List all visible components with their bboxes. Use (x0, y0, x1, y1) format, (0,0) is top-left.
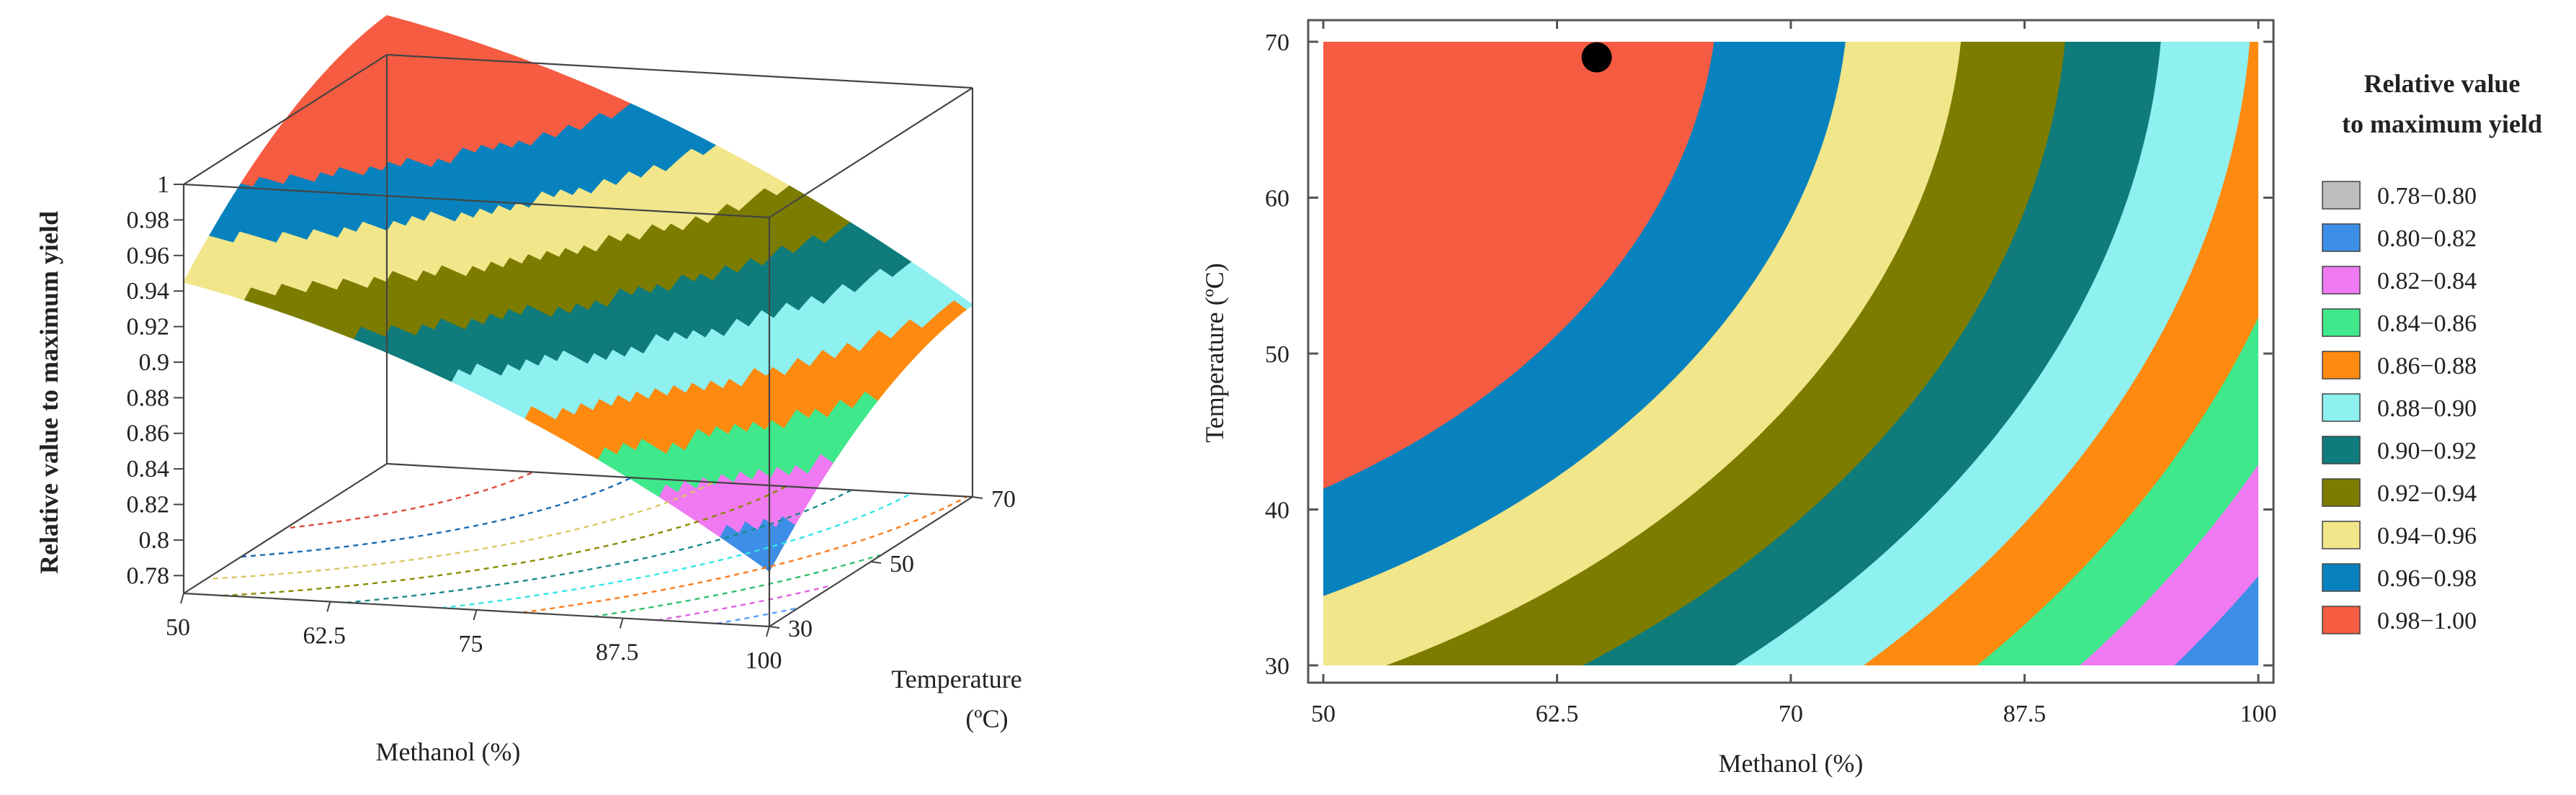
surface-box-edge (386, 462, 973, 498)
surface-z-tick-label: 0.9 (139, 349, 170, 376)
surface-floor-contours (213, 471, 968, 625)
legend-label: 0.90−0.92 (2377, 438, 2477, 464)
floor-contour-line (241, 477, 632, 558)
legend-swatch (2322, 563, 2361, 592)
floor-contour-line (223, 485, 787, 597)
surface-z-axis-label: Relative value to maximum yield (35, 211, 63, 574)
surface-bands (183, 15, 974, 572)
surface-x-axis-label: Methanol (%) (376, 737, 521, 766)
surface-y-axis-label-line1: Temperature (891, 665, 1021, 693)
surface-x-tick (473, 609, 478, 621)
surface-box-edge (769, 87, 973, 218)
surface-y-tick-label: 30 (788, 616, 813, 642)
surface-z-tick-label: 0.88 (127, 385, 170, 411)
surface-y-tick (972, 496, 983, 499)
contour-y-tick-label: 30 (1265, 653, 1289, 680)
legend: 0.78−0.80 0.80−0.82 0.82−0.84 0.84−0.86 0.86… (2322, 181, 2477, 634)
floor-contour-line (716, 607, 798, 625)
contour-band-10 (1323, 42, 1714, 489)
contour-x-tick-label: 70 (1779, 701, 1803, 727)
contour-y-tick-label: 70 (1265, 30, 1289, 56)
surface-box-edge (183, 54, 388, 185)
floor-contour-line (346, 489, 852, 603)
surface-x-tick (766, 626, 770, 637)
floor-contour-line (213, 481, 715, 580)
surface-z-tick-label: 0.84 (127, 456, 170, 482)
legend-swatch (2322, 308, 2361, 337)
contour-y-tick-label: 60 (1265, 186, 1289, 212)
floor-contour-line (290, 471, 534, 529)
legend-swatch (2322, 521, 2361, 549)
legend-swatch (2322, 606, 2361, 634)
surface-y-tick-label: 50 (890, 551, 914, 578)
legend-label: 0.92−0.94 (2377, 480, 2477, 507)
floor-contour-line (441, 493, 912, 609)
legend-swatch (2322, 223, 2361, 252)
legend-swatch (2322, 478, 2361, 507)
contour-y-axis-label: Temperature (ºC) (1200, 263, 1229, 443)
contour-ticks: 50 62.5 70 87.5 100 30 40 50 60 70 (1265, 20, 2277, 727)
optimum-point-marker (1581, 42, 1612, 73)
surface-box-edge (183, 463, 388, 594)
surface-x-tick (619, 618, 624, 629)
surface-z-tick-label: 1 (157, 171, 169, 198)
contour-x-tick-label: 87.5 (2003, 701, 2047, 727)
floor-contour-line (522, 495, 968, 614)
surface-box-edge (183, 183, 770, 219)
surface-x-tick-label: 100 (746, 647, 782, 674)
floor-contour-line (657, 584, 833, 621)
legend-label: 0.96−0.98 (2377, 565, 2477, 592)
legend-label: 0.98−1.00 (2377, 608, 2477, 634)
surface-x-tick-label: 75 (459, 631, 483, 657)
contour-y-tick-label: 50 (1265, 341, 1289, 368)
surface-x-tick (326, 601, 331, 612)
legend-label: 0.82−0.84 (2377, 268, 2477, 295)
surface-y-tick (870, 561, 882, 564)
legend-swatch (2322, 351, 2361, 379)
legend-label: 0.86−0.88 (2377, 353, 2477, 379)
surface-x-tick-label: 87.5 (596, 639, 639, 666)
surface-z-tick-label: 0.86 (127, 421, 170, 447)
contour-bands (1323, 42, 2258, 665)
surface-z-tick-label: 0.96 (127, 243, 170, 269)
contour-x-tick-label: 62.5 (1536, 701, 1579, 727)
surface-z-tick-label: 0.92 (127, 314, 170, 341)
legend-label: 0.84−0.86 (2377, 310, 2477, 337)
surface-z-tick-label: 0.94 (127, 278, 170, 305)
surface-box-edge (386, 53, 973, 89)
surface-y-tick (769, 626, 780, 629)
contour-x-axis-label: Methanol (%) (1719, 749, 1864, 778)
legend-label: 0.88−0.90 (2377, 395, 2477, 422)
surface-z-tick-label: 0.82 (127, 492, 170, 518)
surface-x-tick (180, 593, 184, 604)
legend-label: 0.80−0.82 (2377, 225, 2477, 252)
surface-y-tick-label: 70 (991, 486, 1016, 513)
contour-panel: 50 62.5 70 87.5 100 30 40 50 60 70 Methanol (%) T… (1200, 19, 2542, 778)
legend-label: 0.94−0.96 (2377, 523, 2477, 549)
surface-y-axis-label-line2: (ºC) (965, 704, 1008, 733)
floor-contour-line (593, 554, 880, 618)
legend-title-line1: Relative value (2364, 69, 2521, 98)
surface-z-tick-label: 0.8 (139, 527, 170, 554)
surface-x-tick-label: 50 (166, 614, 190, 641)
surface-z-tick-label: 0.78 (127, 562, 170, 589)
legend-swatch (2322, 436, 2361, 464)
contour-x-tick-label: 100 (2240, 701, 2277, 727)
legend-swatch (2322, 181, 2361, 210)
legend-label: 0.78−0.80 (2377, 183, 2477, 210)
surface-x-tick-label: 62.5 (303, 623, 346, 650)
legend-swatch (2322, 266, 2361, 295)
legend-swatch (2322, 393, 2361, 422)
surface-z-tick-label: 0.98 (127, 207, 170, 233)
legend-title-line2: to maximum yield (2342, 109, 2542, 138)
contour-x-tick-label: 50 (1311, 701, 1336, 727)
contour-y-tick-label: 40 (1265, 498, 1289, 524)
